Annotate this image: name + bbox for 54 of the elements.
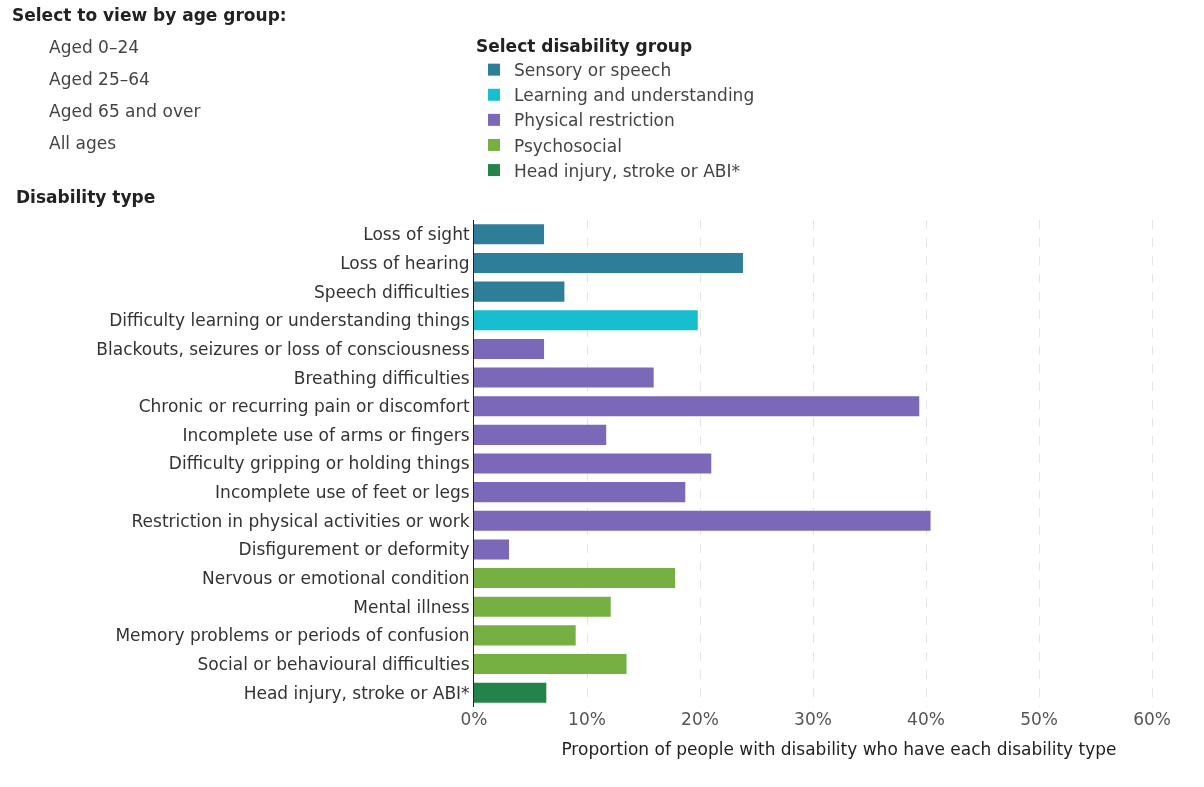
text: Select to view by age group:	[12, 5, 287, 25]
y-axis-title: Disability type	[16, 187, 156, 207]
legend-title: Select disability group	[476, 36, 693, 57]
x-axis-title: Proportion of people with disability who have each disability type	[561, 739, 1117, 760]
legend-label: Psychosocial	[514, 135, 622, 156]
x-tick-label: 0%	[460, 709, 488, 729]
bar	[474, 510, 931, 531]
bar	[474, 596, 611, 617]
legend-label: Head injury, stroke or ABI*	[514, 160, 740, 181]
bar	[474, 654, 627, 675]
x-tick-label: 50%	[1020, 709, 1058, 729]
bar	[474, 252, 743, 273]
x-tick-label: 60%	[1133, 709, 1171, 729]
y-tick-label: Disfigurement or deformity	[238, 539, 470, 560]
legend-label: Sensory or speech	[514, 60, 672, 81]
text: Aged 65 and over	[49, 101, 201, 121]
x-tick-label: 40%	[907, 709, 945, 729]
y-tick-label: Incomplete use of feet or legs	[215, 482, 470, 503]
bar	[474, 338, 545, 359]
y-tick-label: Blackouts, seizures or loss of consciousness	[96, 338, 470, 359]
y-tick-label: Chronic or recurring pain or discomfort	[138, 396, 470, 417]
y-tick-label: Difficulty learning or understanding things	[109, 310, 470, 331]
legend-label: Learning and understanding	[514, 85, 755, 106]
bar	[474, 424, 607, 445]
y-tick-label: Breathing difficulties	[293, 367, 470, 388]
y-tick-label: Speech difficulties	[314, 281, 470, 302]
legend-label: Physical restriction	[514, 110, 675, 131]
y-tick-label: Head injury, stroke or ABI*	[243, 682, 470, 703]
y-tick-label: Loss of hearing	[340, 252, 470, 273]
y-tick-label: Social or behavioural difficulties	[197, 653, 470, 674]
bar	[474, 367, 654, 388]
y-tick-label: Restriction in physical activities or work	[131, 510, 470, 531]
bar	[474, 625, 576, 646]
bar	[474, 224, 545, 245]
x-tick-label: 20%	[681, 709, 719, 729]
bar	[474, 310, 698, 331]
text: Aged 25–64	[49, 69, 150, 89]
bar	[474, 453, 712, 474]
bar	[474, 396, 920, 417]
y-tick-label: Mental illness	[353, 596, 470, 617]
bar	[474, 482, 686, 503]
y-tick-label: Difficulty gripping or holding things	[168, 453, 470, 474]
bar	[474, 539, 510, 560]
x-tick-label: 30%	[794, 709, 832, 729]
y-tick-label: Nervous or emotional condition	[202, 568, 470, 589]
y-tick-label: Memory problems or periods of confusion	[115, 625, 470, 646]
y-tick-label: Incomplete use of arms or fingers	[182, 424, 470, 445]
text: All ages	[49, 133, 117, 153]
y-tick-label: Loss of sight	[363, 224, 470, 245]
bar	[474, 281, 565, 302]
text: Aged 0–24	[49, 37, 140, 57]
bar	[474, 568, 676, 589]
bar	[474, 682, 547, 703]
x-tick-label: 10%	[568, 709, 606, 729]
